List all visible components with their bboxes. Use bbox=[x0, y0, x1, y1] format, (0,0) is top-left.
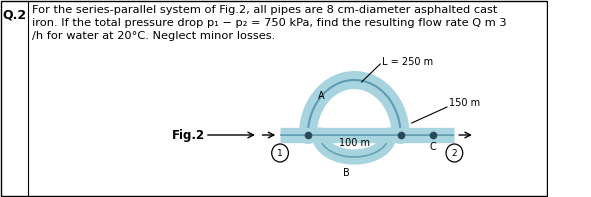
Text: For the series-parallel system of Fig.2, all pipes are 8 cm-diameter asphalted c: For the series-parallel system of Fig.2,… bbox=[31, 5, 497, 15]
Text: 100 m: 100 m bbox=[339, 138, 370, 148]
Text: 1: 1 bbox=[277, 149, 283, 157]
Text: L = 250 m: L = 250 m bbox=[382, 57, 433, 67]
Text: /h for water at 20°C. Neglect minor losses.: /h for water at 20°C. Neglect minor loss… bbox=[31, 31, 275, 41]
Text: 150 m: 150 m bbox=[449, 98, 480, 108]
Circle shape bbox=[272, 144, 288, 162]
Text: Fig.2: Fig.2 bbox=[171, 128, 204, 141]
Text: C: C bbox=[430, 142, 436, 152]
Text: Q.2: Q.2 bbox=[3, 8, 27, 21]
Text: 2: 2 bbox=[452, 149, 457, 157]
Text: iron. If the total pressure drop p₁ − p₂ = 750 kPa, find the resulting flow rate: iron. If the total pressure drop p₁ − p₂… bbox=[31, 18, 506, 28]
Text: A: A bbox=[317, 91, 324, 101]
Circle shape bbox=[446, 144, 463, 162]
Text: B: B bbox=[343, 168, 350, 178]
